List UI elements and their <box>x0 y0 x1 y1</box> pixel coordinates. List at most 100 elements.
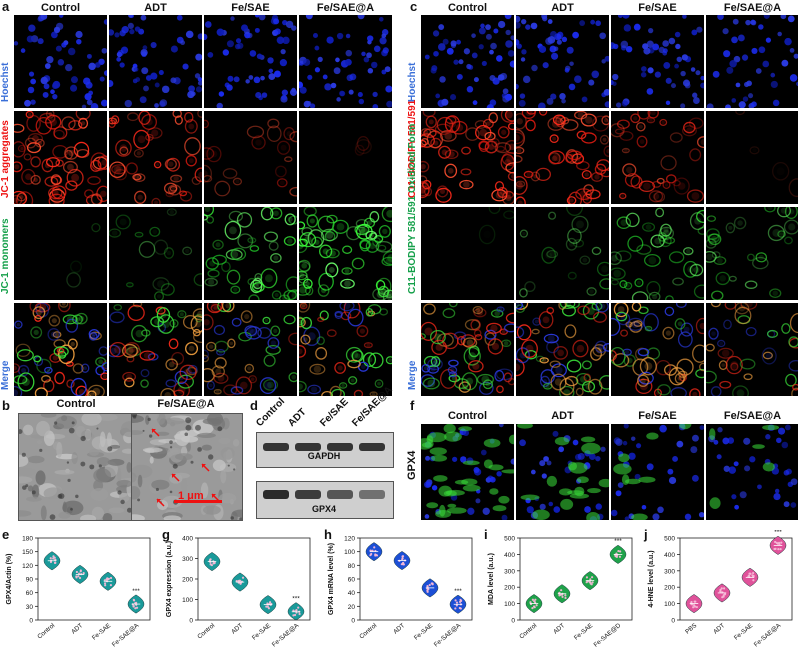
c-image-r3-c0 <box>421 303 514 396</box>
panel-label-h: h <box>324 527 332 542</box>
panel-label-f: f <box>410 398 415 413</box>
panel-label-c: c <box>410 0 418 14</box>
ytick-label: 60 <box>26 590 34 597</box>
panel-f-side-label: GPX4 <box>406 450 418 480</box>
a-row-label-1: JC-1 aggregates <box>0 120 11 198</box>
significance-h-3: *** <box>454 588 462 595</box>
xtick-label-e-3: Fe-SAE@A <box>111 622 141 649</box>
ytick-label: 0 <box>671 618 675 625</box>
a-image-r3-c2 <box>204 303 297 396</box>
ytick-label: 100 <box>504 601 515 608</box>
ytick-label: 0 <box>29 618 33 625</box>
ytick-label: 500 <box>664 536 675 543</box>
c-col-header-1: ADT <box>551 2 574 14</box>
ylabel-g: GPX4 expression (a.u.) <box>166 541 173 617</box>
c-image-r0-c2 <box>611 15 704 108</box>
f-col-header-3: Fe/SAE@A <box>723 410 782 422</box>
c-image-r3-c2 <box>611 303 704 396</box>
a-image-r2-c2 <box>204 207 297 300</box>
xtick-label-g-0: Control <box>196 622 216 640</box>
panel-label-a: a <box>2 0 10 14</box>
ytick-label: 60 <box>348 577 356 584</box>
c-image-r1-c3 <box>706 111 798 204</box>
tem-image-control <box>18 413 132 521</box>
xtick-label-j-2: Fe-SAE <box>733 622 754 642</box>
xtick-label-e-1: ADT <box>70 622 84 636</box>
c-col-header-3: Fe/SAE@A <box>723 2 782 14</box>
a-image-r1-c0 <box>14 111 107 204</box>
f-col-header-0: Control <box>447 410 488 422</box>
f-image-1 <box>516 424 609 520</box>
xtick-label-g-1: ADT <box>230 622 244 636</box>
c-row-label-0: Hoechst <box>407 62 418 102</box>
a-image-r3-c3 <box>299 303 392 396</box>
xtick-label-h-2: Fe-SAE <box>413 622 434 642</box>
xtick-label-j-3: Fe-SAE@A <box>753 622 783 649</box>
xtick-label-j-1: ADT <box>712 622 726 636</box>
xtick-label-h-3: Fe-SAE@A <box>433 622 463 649</box>
significance-g-3: *** <box>292 596 300 603</box>
significance-j-3: *** <box>774 530 782 536</box>
ytick-label: 30 <box>26 604 34 611</box>
ytick-label: 40 <box>348 590 356 597</box>
ytick-label: 400 <box>664 552 675 559</box>
ytick-label: 80 <box>348 563 356 570</box>
xtick-label-g-2: Fe-SAE <box>251 622 272 642</box>
blot-label-gapdh: GAPDH <box>307 451 341 461</box>
a-image-r1-c1 <box>109 111 202 204</box>
ytick-label: 0 <box>511 618 515 625</box>
ytick-label: 200 <box>664 585 675 592</box>
a-image-r2-c3 <box>299 207 392 300</box>
ytick-label: 100 <box>344 549 355 556</box>
f-image-2 <box>611 424 704 520</box>
c-image-r0-c1 <box>516 15 609 108</box>
blot-col-label-1: ADT <box>286 406 309 429</box>
ytick-label: 500 <box>504 536 515 543</box>
ytick-label: 120 <box>344 536 355 543</box>
ytick-label: 120 <box>22 563 33 570</box>
tem-image-fesaea <box>131 413 243 521</box>
a-image-r2-c1 <box>109 207 202 300</box>
panel-label-b: b <box>2 398 10 413</box>
xtick-label-h-0: Control <box>358 622 378 640</box>
panel-b-header-fesaea: Fe/SAE@A <box>157 398 215 410</box>
chart-j: j 0 100 200 300 400 500 4-HNE level (a.u.) PBS AD… <box>642 527 798 658</box>
blot-col-label-0: Control <box>254 396 288 429</box>
ylabel-j: 4-HNE level (a.u.) <box>648 550 655 607</box>
c-image-r1-c1 <box>516 111 609 204</box>
a-col-header-2: Fe/SAE <box>231 2 270 14</box>
xtick-label-j-0: PBS <box>684 622 698 635</box>
a-image-r0-c1 <box>109 15 202 108</box>
a-col-header-1: ADT <box>144 2 167 14</box>
ytick-label: 300 <box>504 568 515 575</box>
ylabel-h: GPX4 mRNA level (%) <box>328 543 335 615</box>
xtick-label-g-3: Fe-SAE@A <box>271 622 301 649</box>
a-image-r1-c2 <box>204 111 297 204</box>
c-image-r3-c1 <box>516 303 609 396</box>
blot-col-label-2: Fe/SAE <box>318 396 351 429</box>
significance-e-3: *** <box>132 588 140 595</box>
a-row-label-0: Hoechst <box>0 62 11 102</box>
a-image-r0-c3 <box>299 15 392 108</box>
a-image-r0-c2 <box>204 15 297 108</box>
xtick-label-i-3: Fe-SAE@D <box>593 622 623 649</box>
xtick-label-e-0: Control <box>36 622 56 640</box>
ytick-label: 200 <box>182 577 193 584</box>
ytick-label: 100 <box>664 601 675 608</box>
c-image-r1-c0 <box>421 111 514 204</box>
chart-e: e 0 30 60 90 120 150 180 GPX4/Actin (%) Control AD… <box>0 527 156 658</box>
a-image-r1-c3 <box>299 111 392 204</box>
chart-g: g 0 100 200 300 400 GPX4 expression (a.u.) Cont… <box>160 527 316 658</box>
a-image-r0-c0 <box>14 15 107 108</box>
panel-label-e: e <box>2 527 10 542</box>
blot-gapdh <box>256 432 394 468</box>
c-col-header-0: Control <box>447 2 488 14</box>
panel-label-g: g <box>162 527 170 542</box>
a-row-label-3: Merge <box>0 360 11 390</box>
f-col-header-2: Fe/SAE <box>638 410 677 422</box>
ytick-label: 0 <box>189 618 193 625</box>
a-image-r2-c0 <box>14 207 107 300</box>
blot-gpx4 <box>256 481 394 519</box>
c-image-r3-c3 <box>706 303 798 396</box>
blot-label-gpx4: GPX4 <box>311 504 336 514</box>
